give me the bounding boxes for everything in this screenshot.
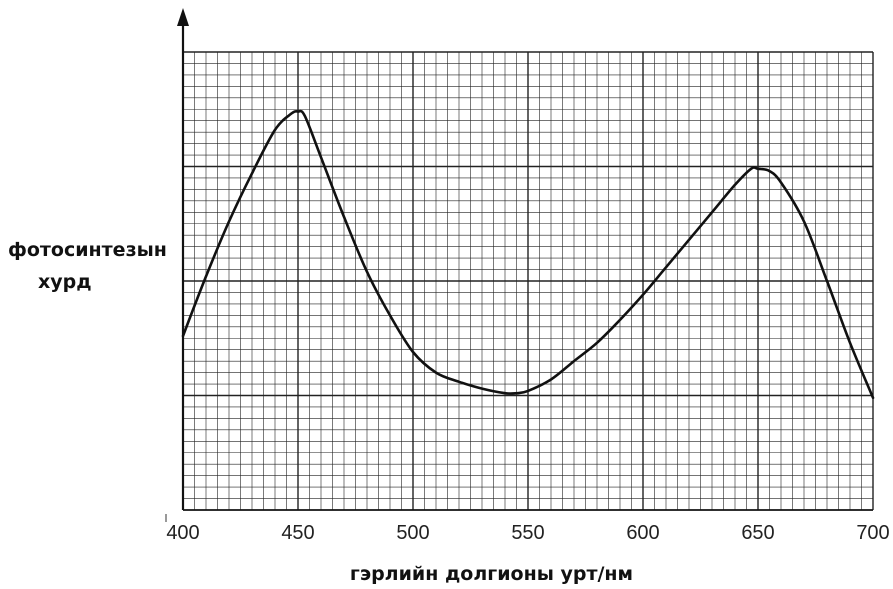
y-axis-label: фотосинтезын хурд <box>8 234 198 298</box>
x-tick-label: 650 <box>741 522 774 544</box>
y-axis-label-line-1: фотосинтезын <box>8 239 167 261</box>
axes <box>165 8 873 522</box>
x-tick-label: 500 <box>396 522 429 544</box>
x-tick-labels: 400 450 500 550 600 650 700 <box>166 522 889 544</box>
x-axis-label: гэрлийн долгионы урт/нм <box>349 563 634 585</box>
x-tick-label: 450 <box>281 522 314 544</box>
series-line <box>181 109 875 400</box>
y-axis-arrow <box>177 8 189 26</box>
x-tick-label: 550 <box>511 522 544 544</box>
y-axis-label-line-2: хурд <box>38 271 92 293</box>
series-layer <box>181 109 875 400</box>
grid <box>182 51 874 511</box>
x-tick-label: 600 <box>626 522 659 544</box>
x-tick-label: 700 <box>856 522 889 544</box>
x-tick-label: 400 <box>166 522 199 544</box>
